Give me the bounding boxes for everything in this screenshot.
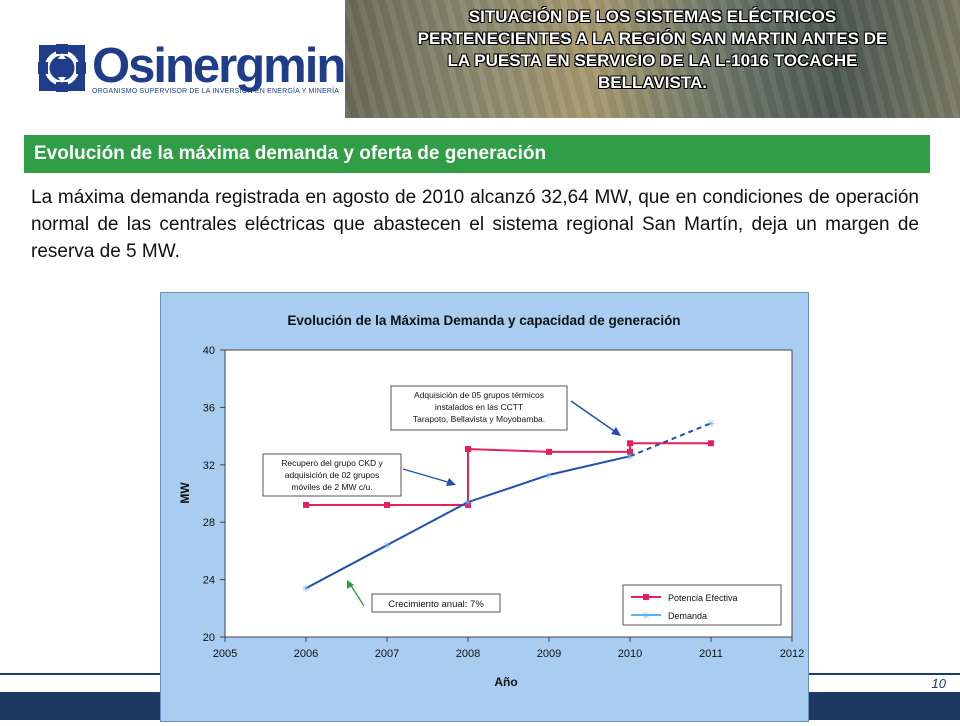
data-point-demanda: ✳ [626, 452, 634, 463]
logo-subtitle: ORGANISMO SUPERVISOR DE LA INVERSIÓN EN … [92, 88, 340, 95]
data-point-demanda: ✳ [383, 541, 391, 552]
x-tick-label: 2011 [699, 648, 723, 660]
data-point-potencia-efectiva [384, 501, 390, 508]
x-tick-label: 2008 [456, 648, 480, 660]
annotation-crecimiento: Crecimiento anual: 7% [347, 580, 501, 613]
legend-label: Demanda [668, 611, 707, 621]
data-point-demanda: ✳ [545, 471, 553, 482]
data-point-demanda: ✳ [302, 584, 310, 595]
axis-ticks: 2005 2006 2007 2008 2009 2010 2011 2012 20 24 28 32… [203, 345, 804, 660]
section-title: Evolución de la máxima demanda y oferta … [34, 143, 547, 164]
y-tick-label: 20 [203, 632, 215, 644]
legend-marker-potencia [643, 594, 649, 600]
annotation-box [390, 385, 568, 431]
y-axis-label: MW [178, 482, 192, 504]
data-point-potencia-efectiva [465, 446, 471, 453]
chart-container: Evolución de la Máxima Demanda y capacid… [160, 292, 809, 722]
annotation-text: móviles de 2 MW c/u. [291, 482, 372, 492]
annotation-text: Crecimiento anual: 7% [388, 599, 484, 610]
data-point-potencia-efectiva [627, 448, 633, 455]
arrow-head-icon [347, 580, 354, 589]
x-tick-label: 2012 [780, 648, 804, 660]
annotation-arrow [570, 400, 618, 434]
x-tick-label: 2007 [375, 648, 399, 660]
series-layer: ✳ ✳ ✳ ✳ ✳ ✳ [302, 419, 715, 595]
legend-box [622, 584, 782, 626]
data-point-potencia-efectiva [627, 440, 633, 447]
osinergmin-emblem-icon [38, 44, 86, 92]
y-tick-label: 32 [203, 460, 215, 472]
x-tick-label: 2006 [294, 648, 318, 660]
y-tick-label: 36 [203, 402, 215, 414]
banner-title-line: PERTENECIENTES A LA REGIÓN SAN MARTIN AN… [417, 29, 888, 48]
banner-title-line: SITUACIÓN DE LOS SISTEMAS ELÉCTRICOS [468, 7, 837, 26]
body-paragraph: La máxima demanda registrada en agosto d… [31, 187, 919, 262]
annotation-text: adquisición de 02 grupos [285, 470, 380, 480]
banner-title-line: BELLAVISTA. [598, 73, 707, 92]
x-axis-label: Año [494, 675, 517, 689]
series-line-demanda [305, 455, 631, 590]
data-point-potencia-efectiva [465, 501, 471, 508]
header-banner: SITUACIÓN DE LOS SISTEMAS ELÉCTRICOS PER… [345, 0, 960, 118]
annotation-text: Tarapoto, Bellavista y Moyobamba. [413, 414, 545, 424]
arrow-head-icon [446, 478, 456, 486]
banner-photo-texture [345, 0, 960, 118]
annotation-text: Adquisición de 05 grupos térmicos [414, 390, 544, 400]
y-tick-label: 24 [203, 575, 215, 587]
annotation-text: Recupero del grupo CKD y [281, 458, 383, 468]
y-tick-label: 40 [203, 345, 215, 357]
legend-label: Potencia Efectiva [668, 593, 738, 603]
x-tick-label: 2005 [213, 648, 237, 660]
banner-title-line: LA PUESTA EN SERVICIO DE LA L-1016 TOCAC… [447, 51, 858, 70]
annotation-arrow [402, 468, 452, 484]
annotation-arrow [349, 583, 365, 607]
chart-title: Evolución de la Máxima Demanda y capacid… [287, 313, 680, 328]
section-header: Evolución de la máxima demanda y oferta … [24, 135, 930, 173]
data-point-potencia-efectiva [708, 440, 714, 447]
series-line-demanda-projection [629, 422, 712, 458]
legend-marker-demanda: ✳ [642, 611, 650, 622]
data-point-potencia-efectiva [303, 501, 309, 508]
arrow-head-icon [611, 427, 621, 436]
annotation-box [262, 453, 402, 497]
page-number: 10 [931, 676, 946, 691]
data-point-demanda: ✳ [707, 419, 715, 430]
banner-title: SITUACIÓN DE LOS SISTEMAS ELÉCTRICOS PER… [345, 6, 960, 94]
annotation-adquisicion: Adquisición de 05 grupos térmicos instal… [390, 385, 621, 436]
x-tick-label: 2010 [618, 648, 642, 660]
annotation-box [371, 593, 501, 613]
chart-svg: Evolución de la Máxima Demanda y capacid… [178, 313, 804, 689]
data-point-demanda: ✳ [464, 498, 472, 509]
data-point-potencia-efectiva [546, 448, 552, 455]
osinergmin-logo: Osinergmin ORGANISMO SUPERVISOR DE LA IN… [38, 39, 346, 102]
x-tick-label: 2009 [537, 648, 561, 660]
chart-legend: Potencia Efectiva ✳ Demanda [622, 584, 782, 626]
y-tick-label: 28 [203, 517, 215, 529]
logo-name: Osinergmin [92, 39, 346, 93]
annotation-text: instalados en las CCTT [435, 402, 523, 412]
annotation-recupero: Recupero del grupo CKD y adquisición de … [262, 453, 456, 497]
